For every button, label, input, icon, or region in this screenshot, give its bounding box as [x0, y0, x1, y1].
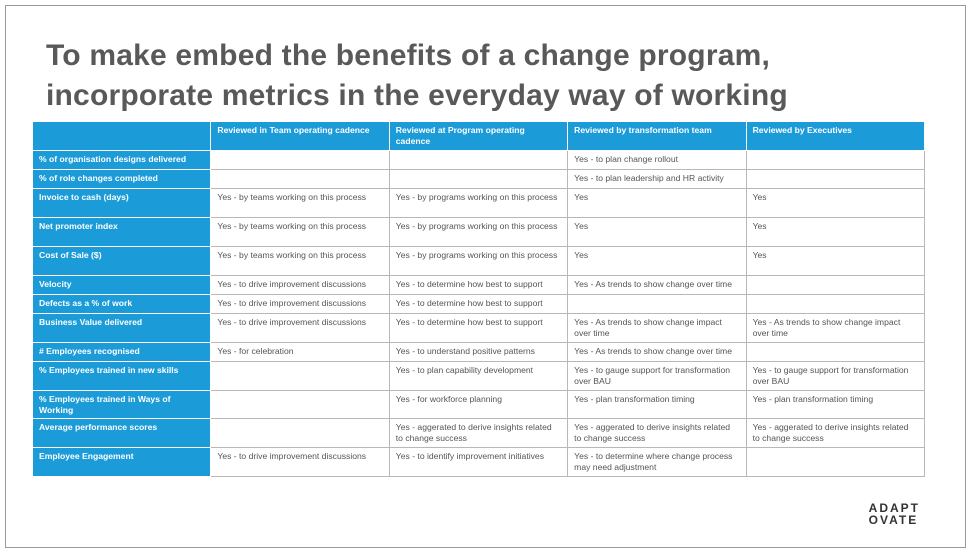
- table-cell: Yes - to plan capability development: [388, 361, 569, 391]
- table-cell: Yes - by teams working on this process: [210, 217, 390, 247]
- empty-cell: [388, 150, 569, 170]
- row-label: Velocity: [31, 275, 212, 295]
- empty-cell: [210, 390, 390, 419]
- table-cell: Yes - to determine where change process …: [567, 447, 747, 477]
- row-label: Cost of Sale ($): [31, 246, 212, 276]
- table-row: Invoice to cash (days) Yes - by teams wor…: [31, 188, 926, 218]
- table-row: % of organisation designs delivered Yes -…: [31, 150, 926, 170]
- table-row: Business Value delivered Yes - to drive i…: [31, 313, 926, 343]
- header-row: Reviewed in Team operating cadence Review…: [31, 121, 926, 151]
- empty-cell: [210, 169, 390, 189]
- table-cell: Yes - As trends to show change over time: [567, 342, 747, 362]
- table-cell: Yes - to plan change rollout: [567, 150, 747, 170]
- row-label: Defects as a % of work: [31, 294, 212, 314]
- empty-cell: [745, 447, 926, 477]
- table-cell: Yes - aggerated to derive insights relat…: [567, 418, 747, 448]
- table-cell: Yes - As trends to show change impact ov…: [567, 313, 747, 343]
- row-label: # Employees recognised: [31, 342, 212, 362]
- table-row: Net promoter index Yes - by teams working…: [31, 217, 926, 247]
- empty-cell: [210, 418, 390, 448]
- column-header: Reviewed by Executives: [745, 121, 926, 151]
- table-cell: Yes - to determine how best to support: [388, 313, 569, 343]
- table-cell: Yes: [567, 246, 747, 276]
- table-cell: Yes - to gauge support for transformatio…: [745, 361, 926, 391]
- table-cell: Yes: [745, 188, 926, 218]
- slide: To make embed the benefits of a change p…: [5, 5, 966, 548]
- table-cell: Yes - aggerated to derive insights relat…: [745, 418, 926, 448]
- table-cell: Yes - plan transformation timing: [745, 390, 926, 419]
- table-cell: Yes - to plan leadership and HR activity: [567, 169, 747, 189]
- empty-cell: [388, 169, 569, 189]
- table-cell: Yes - by teams working on this process: [210, 246, 390, 276]
- empty-cell: [210, 361, 390, 391]
- table-cell: Yes: [567, 188, 747, 218]
- row-label: Invoice to cash (days): [31, 188, 212, 218]
- table-cell: Yes - to drive improvement discussions: [210, 447, 390, 477]
- table-cell: Yes - to drive improvement discussions: [210, 294, 390, 314]
- column-header: Reviewed at Program operating cadence: [388, 121, 569, 151]
- row-label: % Employees trained in new skills: [31, 361, 212, 391]
- table-cell: Yes - to identify improvement initiative…: [388, 447, 569, 477]
- empty-cell: [567, 294, 747, 314]
- corner-cell: [31, 121, 212, 151]
- table-cell: Yes - to gauge support for transformatio…: [567, 361, 747, 391]
- logo-line: ADAPT: [868, 501, 920, 515]
- empty-cell: [745, 275, 926, 295]
- table-row: % Employees trained in Ways of Working Ye…: [31, 390, 926, 419]
- table-cell: Yes - by programs working on this proces…: [388, 188, 569, 218]
- row-label: % Employees trained in Ways of Working: [31, 390, 212, 419]
- logo-line: OVATE: [868, 513, 919, 527]
- empty-cell: [745, 169, 926, 189]
- column-header: Reviewed by transformation team: [567, 121, 747, 151]
- row-label: Employee Engagement: [31, 447, 212, 477]
- table-cell: Yes - to drive improvement discussions: [210, 313, 390, 343]
- empty-cell: [210, 150, 390, 170]
- table-row: % of role changes completed Yes - to plan…: [31, 169, 926, 189]
- empty-cell: [745, 150, 926, 170]
- title-line: incorporate metrics in the everyday way …: [46, 79, 788, 112]
- table-cell: Yes: [745, 246, 926, 276]
- row-label: Business Value delivered: [31, 313, 212, 343]
- table-row: Average performance scores Yes - aggerate…: [31, 418, 926, 448]
- table-row: Defects as a % of work Yes - to drive imp…: [31, 294, 926, 314]
- table-row: # Employees recognised Yes - for celebrat…: [31, 342, 926, 362]
- table-cell: Yes - As trends to show change impact ov…: [745, 313, 926, 343]
- logo: ADAPT OVATE: [869, 502, 920, 526]
- table-cell: Yes - to determine how best to support: [388, 294, 569, 314]
- slide-title: To make embed the benefits of a change p…: [46, 36, 788, 116]
- table-cell: Yes - by programs working on this proces…: [388, 246, 569, 276]
- empty-cell: [745, 342, 926, 362]
- table-cell: Yes - for celebration: [210, 342, 390, 362]
- title-line: To make embed the benefits of a change p…: [46, 39, 770, 72]
- table-cell: Yes - by programs working on this proces…: [388, 217, 569, 247]
- table-cell: Yes - plan transformation timing: [567, 390, 747, 419]
- row-label: Net promoter index: [31, 217, 212, 247]
- table-cell: Yes - As trends to show change over time: [567, 275, 747, 295]
- empty-cell: [745, 294, 926, 314]
- table-cell: Yes - for workforce planning: [388, 390, 569, 419]
- table-cell: Yes - to drive improvement discussions: [210, 275, 390, 295]
- metrics-table: Reviewed in Team operating cadence Review…: [31, 121, 926, 477]
- row-label: % of role changes completed: [31, 169, 212, 189]
- table-cell: Yes - to understand positive patterns: [388, 342, 569, 362]
- table-cell: Yes - to determine how best to support: [388, 275, 569, 295]
- table-row: Velocity Yes - to drive improvement discu…: [31, 275, 926, 295]
- row-label: Average performance scores: [31, 418, 212, 448]
- column-header: Reviewed in Team operating cadence: [210, 121, 390, 151]
- table-row: % Employees trained in new skills Yes - t…: [31, 361, 926, 391]
- row-label: % of organisation designs delivered: [31, 150, 212, 170]
- table-row: Employee Engagement Yes - to drive improv…: [31, 447, 926, 477]
- table-cell: Yes: [745, 217, 926, 247]
- table-row: Cost of Sale ($) Yes - by teams working o…: [31, 246, 926, 276]
- table-cell: Yes - aggerated to derive insights relat…: [388, 418, 569, 448]
- table-cell: Yes - by teams working on this process: [210, 188, 390, 218]
- table-cell: Yes: [567, 217, 747, 247]
